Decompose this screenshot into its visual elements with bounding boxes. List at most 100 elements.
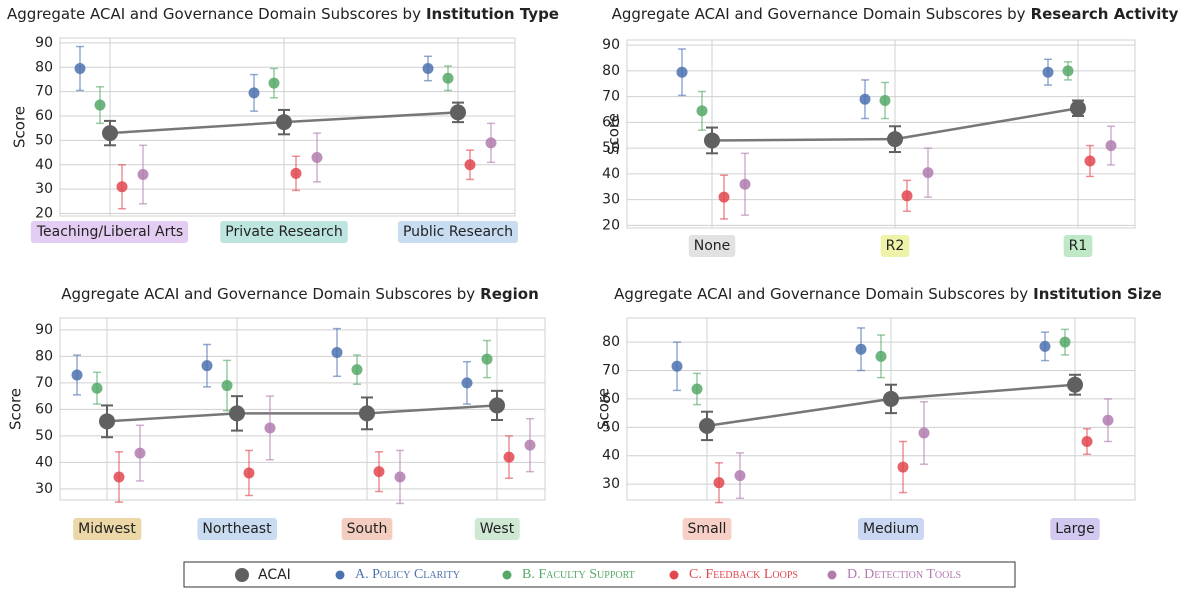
y-tick-label: 30 — [602, 476, 620, 492]
y-tick-label: 20 — [602, 217, 620, 233]
legend-box — [183, 561, 1016, 588]
point — [331, 346, 343, 358]
y-axis-label: Score — [7, 388, 25, 430]
title-text: Aggregate ACAI and Governance Domain Sub… — [614, 285, 1028, 303]
category-label-box — [858, 518, 924, 540]
y-tick-label: 90 — [35, 322, 53, 338]
legend-marker — [335, 570, 345, 580]
plot-frame — [59, 37, 516, 217]
y-tick-label: 50 — [602, 140, 620, 156]
chart-title: Aggregate ACAI and Governance Domain Sub… — [612, 5, 1179, 23]
x-tick-label: Northeast — [202, 521, 272, 537]
point — [1039, 340, 1051, 352]
title-emphasis: Region — [480, 285, 539, 303]
acai-line — [106, 404, 498, 423]
y-tick-label: 50 — [35, 132, 53, 148]
legend-label: B. Faculty Support — [522, 567, 635, 582]
title-emphasis: Institution Type — [426, 5, 559, 23]
point — [264, 422, 276, 434]
category-label-box — [73, 518, 142, 540]
y-axis-label: Score — [595, 388, 613, 430]
point — [918, 427, 930, 439]
y-tick-label: 30 — [35, 181, 53, 197]
y-tick-label: 40 — [602, 448, 620, 464]
y-tick-label: 80 — [35, 59, 53, 75]
point — [691, 383, 703, 395]
point — [422, 62, 434, 74]
plot-frame — [626, 39, 1136, 229]
point — [276, 114, 292, 131]
y-tick-label: 80 — [602, 334, 620, 350]
point — [450, 104, 466, 121]
point — [1084, 155, 1096, 167]
point — [113, 471, 125, 483]
y-tick-label: 50 — [35, 428, 53, 444]
point — [718, 191, 730, 203]
y-tick-label: 80 — [35, 348, 53, 364]
point — [464, 159, 476, 171]
y-tick-label: 60 — [602, 391, 620, 407]
x-tick-label: South — [347, 521, 388, 537]
plot-frame — [626, 317, 1136, 501]
title-text: Aggregate ACAI and Governance Domain Sub… — [7, 5, 421, 23]
y-tick-label: 30 — [602, 192, 620, 208]
point — [875, 350, 887, 362]
title-text: Aggregate ACAI and Governance Domain Sub… — [61, 285, 475, 303]
y-tick-label: 30 — [35, 481, 53, 497]
y-axis-label: Score — [11, 106, 29, 148]
point — [221, 380, 233, 392]
y-tick-label: 40 — [602, 166, 620, 182]
x-tick-label: None — [694, 238, 731, 254]
point — [229, 405, 245, 422]
x-tick-label: R1 — [1069, 238, 1088, 254]
point — [713, 477, 725, 489]
point — [855, 343, 867, 355]
chart-title: Aggregate ACAI and Governance Domain Sub… — [7, 5, 559, 23]
y-tick-label: 80 — [602, 63, 620, 79]
point — [461, 377, 473, 389]
y-tick-label: 70 — [602, 89, 620, 105]
point — [74, 62, 86, 74]
y-tick-label: 60 — [35, 108, 53, 124]
point — [373, 466, 385, 478]
legend-marker — [827, 570, 837, 580]
legend-label: D. Detection Tools — [847, 567, 961, 582]
legend-marker — [502, 570, 512, 580]
point — [503, 451, 515, 463]
x-tick-label: R2 — [886, 238, 905, 254]
chart-title: Aggregate ACAI and Governance Domain Sub… — [61, 285, 539, 303]
point — [1042, 66, 1054, 78]
point — [1067, 376, 1083, 393]
y-tick-label: 60 — [35, 401, 53, 417]
point — [243, 467, 255, 479]
point — [879, 95, 891, 107]
legend-marker — [235, 568, 249, 582]
plot-frame — [59, 317, 546, 501]
category-label-box — [682, 518, 732, 540]
point — [268, 77, 280, 89]
point — [1105, 140, 1117, 152]
point — [485, 137, 497, 149]
category-label-box — [880, 235, 910, 257]
point — [91, 382, 103, 394]
point — [897, 461, 909, 473]
point — [524, 439, 536, 451]
point — [359, 405, 375, 422]
y-tick-label: 90 — [602, 37, 620, 53]
point — [1062, 65, 1074, 77]
y-tick-label: 40 — [35, 454, 53, 470]
point — [1102, 414, 1114, 426]
y-tick-label: 70 — [602, 363, 620, 379]
legend-marker — [669, 570, 679, 580]
y-tick-label: 20 — [35, 206, 53, 222]
point — [102, 125, 118, 142]
point — [116, 181, 128, 193]
y-axis-label: Score — [605, 113, 623, 155]
point — [201, 360, 213, 372]
point — [699, 417, 715, 434]
point — [134, 447, 146, 459]
title-text: Aggregate ACAI and Governance Domain Sub… — [612, 5, 1026, 23]
category-label-box — [197, 518, 278, 540]
category-label-box — [474, 518, 520, 540]
